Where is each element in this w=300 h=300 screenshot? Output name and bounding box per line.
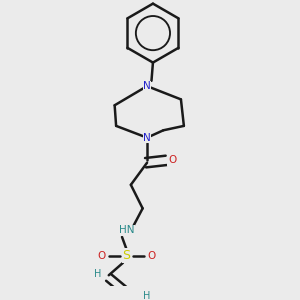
Text: N: N: [143, 81, 151, 91]
Text: O: O: [168, 155, 176, 165]
Text: O: O: [147, 250, 156, 260]
Text: S: S: [122, 249, 130, 262]
Text: O: O: [97, 250, 106, 260]
Text: H: H: [94, 269, 101, 279]
Text: H: H: [143, 291, 150, 300]
Text: N: N: [143, 81, 151, 91]
Text: HN: HN: [119, 226, 134, 236]
Text: N: N: [143, 133, 151, 143]
